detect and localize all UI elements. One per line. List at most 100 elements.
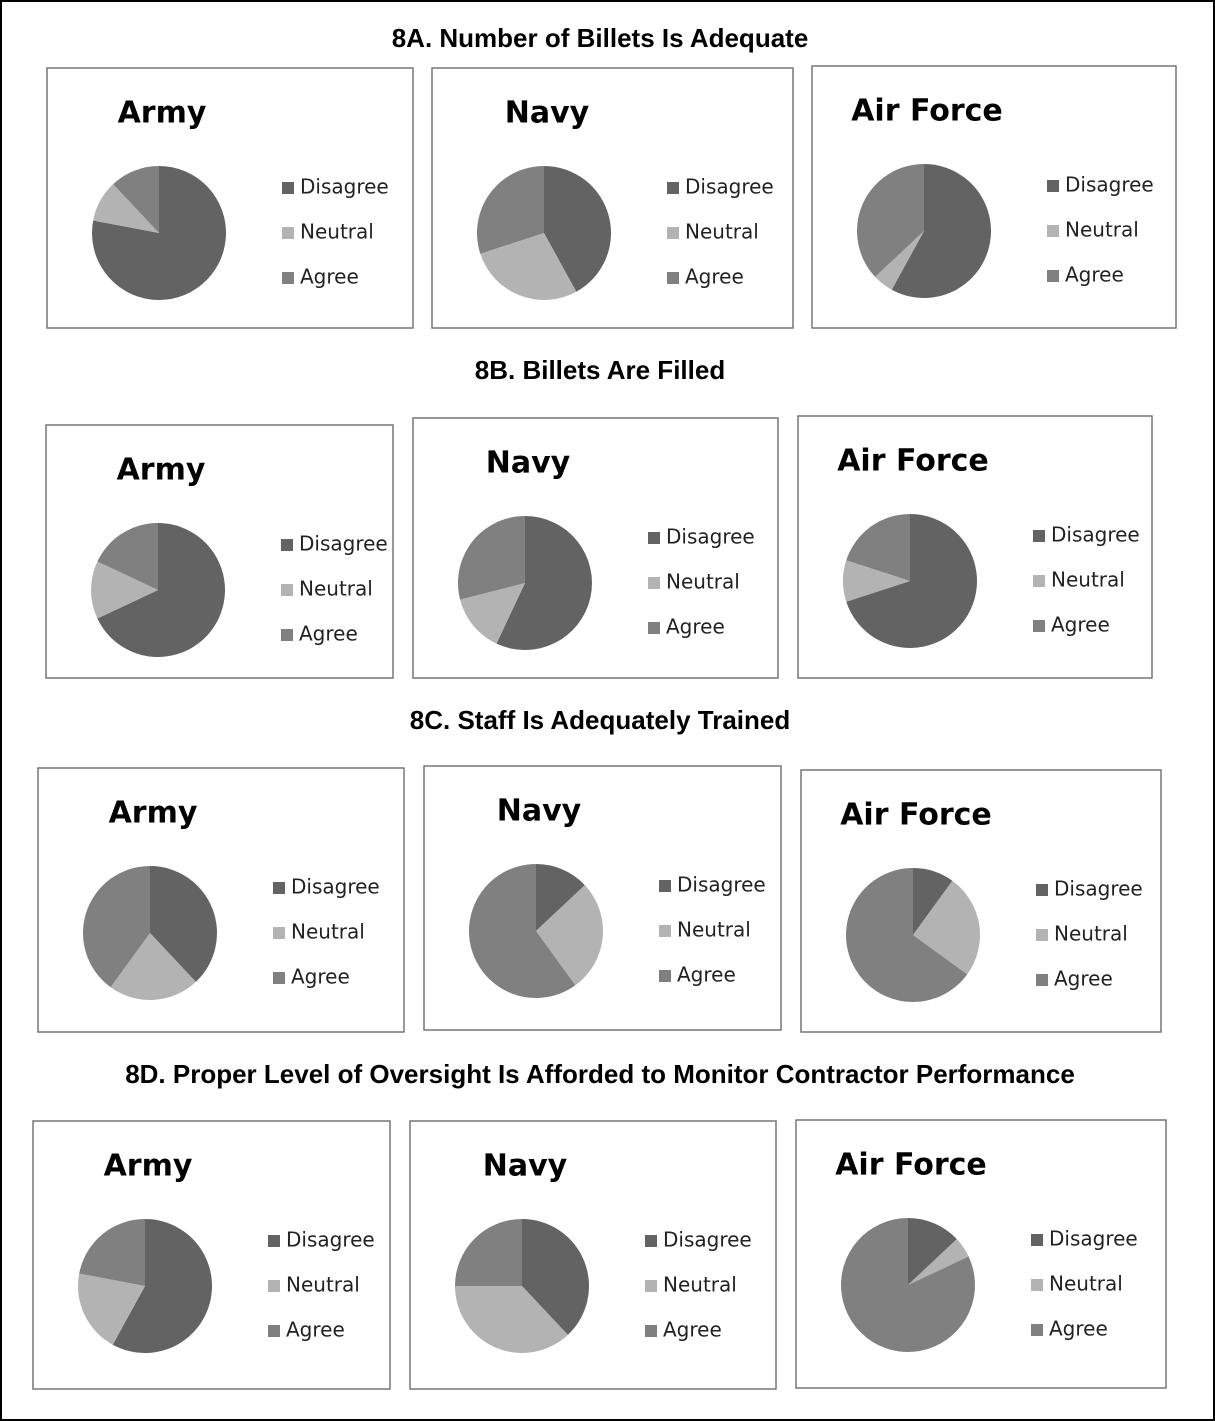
legend-swatch xyxy=(645,1235,657,1247)
legend-swatch xyxy=(1031,1279,1043,1291)
chart-title: Army xyxy=(117,453,206,488)
chart-title: Air Force xyxy=(837,444,989,479)
legend-label: Disagree xyxy=(300,175,389,199)
pie-slice xyxy=(522,1219,589,1335)
legend-swatch xyxy=(281,629,293,641)
chart-title: Navy xyxy=(486,446,571,481)
section-title: 8A. Number of Billets Is Adequate xyxy=(392,23,809,53)
pie-slice xyxy=(544,166,611,292)
section-title: 8B. Billets Are Filled xyxy=(475,355,725,385)
chart-frame xyxy=(423,765,782,1031)
legend-label: Disagree xyxy=(663,1228,752,1252)
pie-slice xyxy=(875,231,924,290)
pie-slice xyxy=(476,165,544,254)
legend-swatch xyxy=(268,1235,280,1247)
pie-slice xyxy=(113,166,159,233)
pie-slice xyxy=(150,866,217,982)
legend-label: Neutral xyxy=(663,1273,737,1297)
legend-swatch xyxy=(268,1325,280,1337)
legend-label: Disagree xyxy=(1065,173,1154,197)
legend-label: Neutral xyxy=(291,920,365,944)
legend-swatch xyxy=(1033,575,1045,587)
legend-swatch xyxy=(1047,180,1059,192)
chart-title: Navy xyxy=(497,794,582,829)
legend-label: Agree xyxy=(677,963,736,987)
legend-swatch xyxy=(645,1325,657,1337)
legend-swatch xyxy=(1031,1324,1043,1336)
legend-label: Disagree xyxy=(1054,877,1143,901)
legend-label: Agree xyxy=(1054,967,1113,991)
legend-label: Disagree xyxy=(1049,1227,1138,1251)
legend-label: Neutral xyxy=(286,1273,360,1297)
chart-title: Army xyxy=(104,1149,193,1184)
pie-slice xyxy=(846,514,910,581)
legend-label: Agree xyxy=(286,1318,345,1342)
legend-label: Neutral xyxy=(1049,1272,1123,1296)
pie-slice xyxy=(78,1273,145,1345)
legend-swatch xyxy=(1033,530,1045,542)
legend-label: Disagree xyxy=(291,875,380,899)
chart-title: Navy xyxy=(483,1149,568,1184)
legend-swatch xyxy=(282,227,294,239)
legend-label: Neutral xyxy=(1051,568,1125,592)
pie-slice xyxy=(112,1219,212,1353)
pie-slice xyxy=(455,1286,568,1353)
legend-swatch xyxy=(268,1280,280,1292)
pie-slice xyxy=(460,583,525,644)
pie-slice xyxy=(913,880,981,975)
legend-swatch xyxy=(273,972,285,984)
pie-slice xyxy=(79,1219,145,1286)
pie-slice xyxy=(91,561,158,619)
legend-label: Agree xyxy=(663,1318,722,1342)
legend-label: Neutral xyxy=(677,918,751,942)
pie-slice xyxy=(93,184,159,233)
legend-label: Disagree xyxy=(666,525,755,549)
legend-swatch xyxy=(281,584,293,596)
legend-swatch xyxy=(273,882,285,894)
chart-title: Air Force xyxy=(835,1148,987,1183)
chart-title: Navy xyxy=(505,96,590,131)
legend-label: Agree xyxy=(1049,1317,1108,1341)
chart-title: Army xyxy=(109,796,198,831)
chart-title: Air Force xyxy=(851,94,1003,129)
legend-label: Neutral xyxy=(300,220,374,244)
legend-label: Neutral xyxy=(1065,218,1139,242)
pie-slice xyxy=(913,868,953,935)
pie-slice xyxy=(468,864,576,998)
legend-label: Agree xyxy=(300,265,359,289)
legend-label: Agree xyxy=(291,965,350,989)
legend-swatch xyxy=(659,925,671,937)
pie-slice xyxy=(496,516,592,650)
legend-swatch xyxy=(282,182,294,194)
pie-slice xyxy=(908,1218,957,1285)
pie-slice xyxy=(846,514,978,648)
pie-slice xyxy=(891,164,991,298)
pie-slice xyxy=(908,1239,969,1285)
pie-slice xyxy=(842,560,910,602)
pie-slice xyxy=(82,866,150,988)
legend-swatch xyxy=(667,227,679,239)
legend-swatch xyxy=(1031,1234,1043,1246)
pie-slice xyxy=(480,233,577,300)
legend-label: Agree xyxy=(1065,263,1124,287)
chart-title: Air Force xyxy=(840,798,992,833)
legend-swatch xyxy=(667,272,679,284)
legend-swatch xyxy=(1033,620,1045,632)
legend-label: Agree xyxy=(666,615,725,639)
chart-frame xyxy=(811,65,1177,329)
legend-label: Neutral xyxy=(685,220,759,244)
pie-slice xyxy=(97,523,226,657)
legend-swatch xyxy=(659,880,671,892)
legend-label: Neutral xyxy=(666,570,740,594)
legend-swatch xyxy=(1047,270,1059,282)
pie-slice xyxy=(841,1218,975,1352)
legend-label: Disagree xyxy=(299,532,388,556)
legend-swatch xyxy=(648,532,660,544)
legend-swatch xyxy=(648,622,660,634)
legend-swatch xyxy=(667,182,679,194)
legend-swatch xyxy=(648,577,660,589)
legend-label: Agree xyxy=(1051,613,1110,637)
pie-slice xyxy=(536,885,603,986)
